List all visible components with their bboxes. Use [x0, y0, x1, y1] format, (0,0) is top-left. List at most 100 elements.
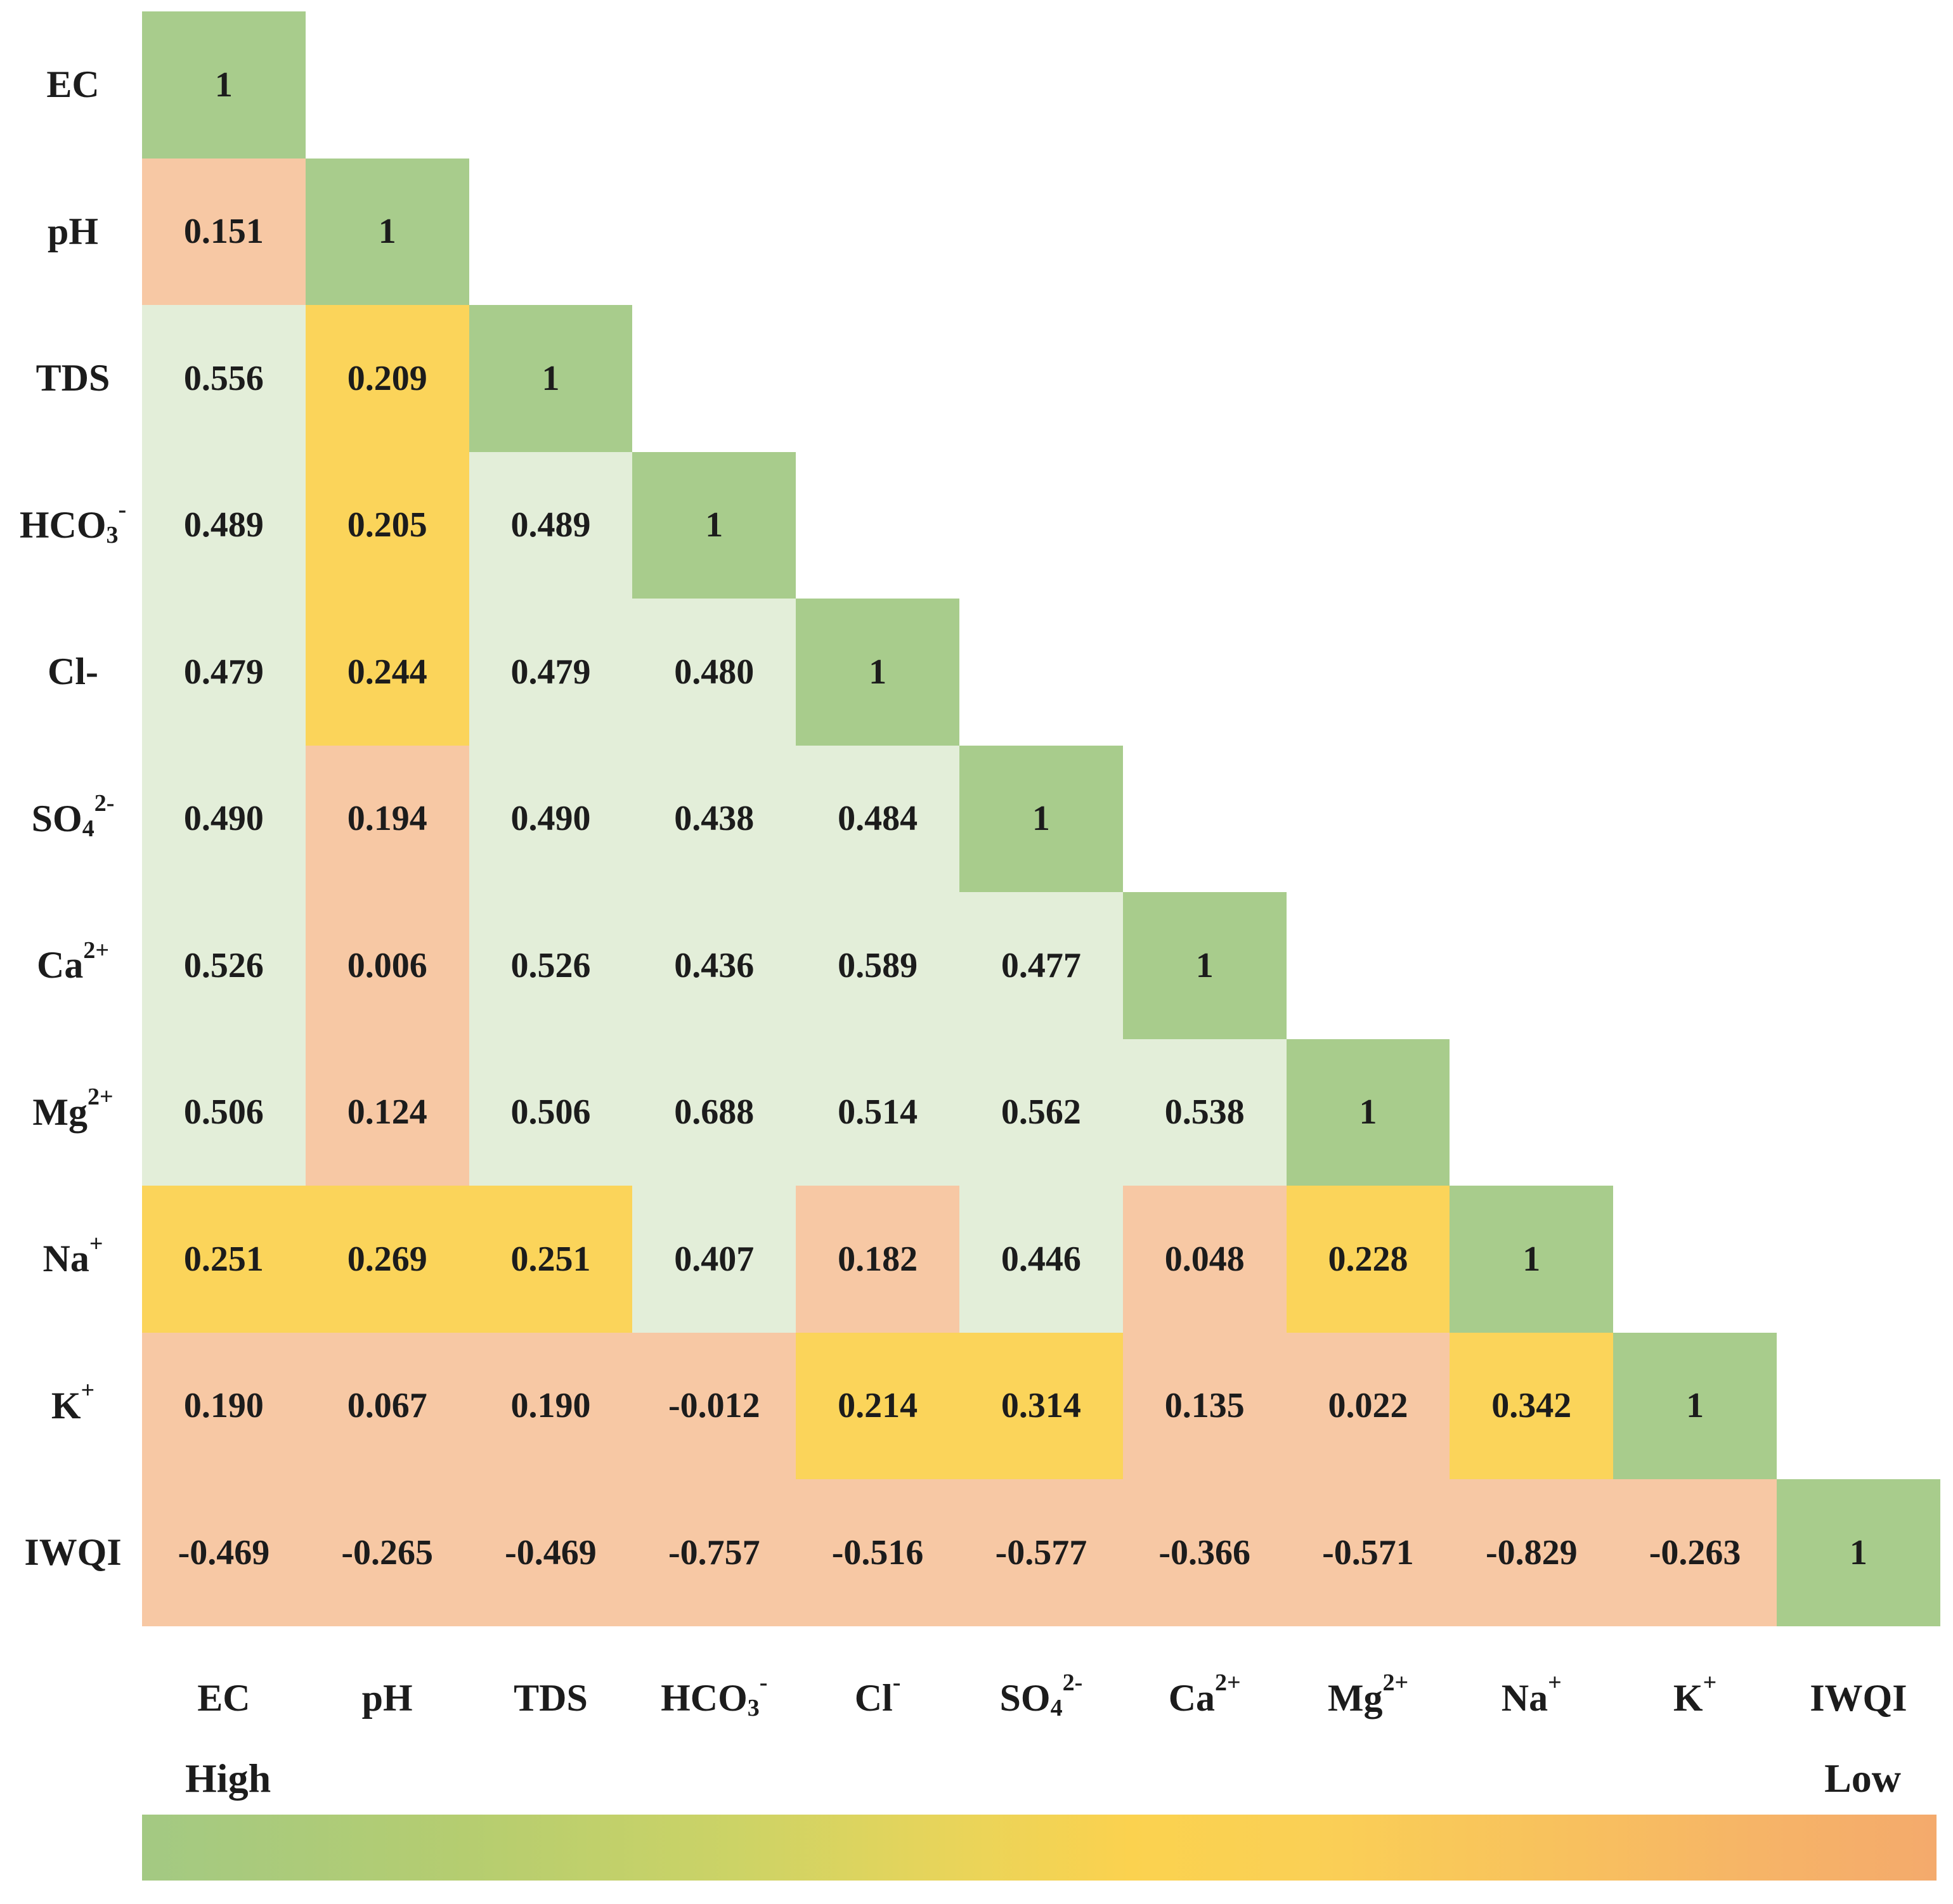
label-superscript: 2- [1062, 1669, 1083, 1696]
cell-IWQI-SO4: -0.577 [959, 1479, 1123, 1626]
cell-IWQI-IWQI: 1 [1777, 1479, 1940, 1626]
cell-K-Cl: 0.214 [796, 1332, 959, 1479]
x-axis-label-IWQI: IWQI [1810, 1676, 1907, 1719]
cell-HCO3-pH: 0.205 [305, 451, 469, 599]
row-label-Na: Na + [42, 1230, 103, 1280]
cell-Na-Na: 1 [1450, 1186, 1614, 1333]
label-superscript: + [81, 1377, 95, 1404]
color-gradient-bar [142, 1815, 1937, 1881]
cell-IWQI-Ca: -0.366 [1122, 1479, 1287, 1626]
label-superscript: 2+ [83, 936, 109, 964]
cell-IWQI-HCO3: -0.757 [632, 1479, 796, 1626]
cell-TDS-EC: 0.556 [142, 305, 306, 452]
cell-Ca-EC: 0.526 [142, 892, 306, 1039]
row-label-IWQI: IWQI [24, 1531, 122, 1574]
row-label-K: K + [51, 1377, 95, 1427]
cell-Cl-TDS: 0.479 [469, 599, 633, 746]
cell-Na-SO4: 0.446 [959, 1186, 1123, 1333]
cell-IWQI-Mg: -0.571 [1286, 1479, 1450, 1626]
cell-Cl-Cl: 1 [796, 599, 959, 746]
cell-pH-pH: 1 [305, 158, 469, 305]
cell-SO4-HCO3: 0.438 [632, 745, 796, 892]
label-superscript: + [1703, 1669, 1717, 1696]
row-label-HCO3: HCO 3- [19, 496, 127, 549]
cell-Mg-EC: 0.506 [142, 1039, 306, 1186]
label-subscript: 4 [82, 815, 94, 843]
label-subscript: 3 [747, 1695, 760, 1721]
cell-Na-Mg: 0.228 [1286, 1186, 1450, 1333]
cell-Mg-HCO3: 0.688 [632, 1039, 796, 1186]
cell-SO4-TDS: 0.490 [469, 745, 633, 892]
cell-IWQI-pH: -0.265 [305, 1479, 469, 1626]
x-axis-label-Ca: Ca 2+ [1168, 1669, 1241, 1719]
cell-Mg-Ca: 0.538 [1122, 1039, 1287, 1186]
cell-HCO3-HCO3: 1 [632, 451, 796, 599]
cell-Ca-SO4: 0.477 [959, 892, 1123, 1039]
cell-K-HCO3: -0.012 [632, 1332, 796, 1479]
cell-Ca-Cl: 0.589 [796, 892, 959, 1039]
label-superscript: 2- [94, 790, 115, 817]
cell-K-TDS: 0.190 [469, 1332, 633, 1479]
cell-IWQI-Na: -0.829 [1450, 1479, 1614, 1626]
cell-Ca-Ca: 1 [1122, 892, 1287, 1039]
cell-SO4-pH: 0.194 [305, 745, 469, 892]
cell-EC-EC: 1 [142, 11, 306, 159]
cell-K-Na: 0.342 [1450, 1332, 1614, 1479]
row-label-Mg: Mg 2+ [32, 1084, 114, 1133]
row-label-TDS: TDS [36, 357, 110, 399]
cell-Na-Cl: 0.182 [796, 1186, 959, 1333]
cell-K-K: 1 [1613, 1332, 1777, 1479]
cell-SO4-EC: 0.490 [142, 745, 306, 892]
cell-K-EC: 0.190 [142, 1332, 306, 1479]
cell-TDS-TDS: 1 [469, 305, 633, 452]
label-subscript: 4 [1050, 1695, 1063, 1721]
cell-IWQI-TDS: -0.469 [469, 1479, 633, 1626]
label-superscript: - [892, 1669, 901, 1696]
cell-Mg-TDS: 0.506 [469, 1039, 633, 1186]
row-label-SO4: SO 4 2- [31, 790, 115, 843]
cell-Na-Ca: 0.048 [1122, 1186, 1287, 1333]
cell-TDS-pH: 0.209 [305, 305, 469, 452]
label-superscript: + [1548, 1669, 1562, 1696]
x-axis-label-pH: pH [361, 1676, 413, 1719]
label-superscript: + [89, 1230, 103, 1257]
cell-Cl-pH: 0.244 [305, 599, 469, 746]
cell-Mg-SO4: 0.562 [959, 1039, 1123, 1186]
legend-high-label: High [185, 1756, 271, 1801]
cell-K-SO4: 0.314 [959, 1332, 1123, 1479]
cell-Mg-Cl: 0.514 [796, 1039, 959, 1186]
cell-pH-EC: 0.151 [142, 158, 306, 305]
cell-Ca-TDS: 0.526 [469, 892, 633, 1039]
cell-K-Mg: 0.022 [1286, 1332, 1450, 1479]
cell-Na-EC: 0.251 [142, 1186, 306, 1333]
cell-Na-pH: 0.269 [305, 1186, 469, 1333]
x-axis-label-EC: EC [197, 1676, 250, 1719]
cell-HCO3-EC: 0.489 [142, 451, 306, 599]
cell-Ca-pH: 0.006 [305, 892, 469, 1039]
label-subscript: 3 [106, 522, 119, 549]
x-axis-label-Cl: Cl - [854, 1669, 901, 1719]
x-axis-label-TDS: TDS [514, 1676, 588, 1719]
cell-SO4-Cl: 0.484 [796, 745, 959, 892]
cell-K-Ca: 0.135 [1122, 1332, 1287, 1479]
label-superscript: 2+ [87, 1084, 114, 1111]
cell-Cl-HCO3: 0.480 [632, 599, 796, 746]
legend-low-label: Low [1824, 1756, 1901, 1801]
x-axis-label-Mg: Mg 2+ [1327, 1669, 1409, 1719]
cell-Cl-EC: 0.479 [142, 599, 306, 746]
row-label-Cl: Cl- [48, 651, 98, 693]
cell-Na-HCO3: 0.407 [632, 1186, 796, 1333]
label-superscript: - [759, 1669, 768, 1696]
row-label-pH: pH [47, 210, 99, 252]
cell-Mg-pH: 0.124 [305, 1039, 469, 1186]
x-axis-label-Na: Na + [1501, 1669, 1562, 1719]
cell-SO4-SO4: 1 [959, 745, 1123, 892]
label-superscript: 2+ [1382, 1669, 1409, 1696]
x-axis-label-HCO3: HCO 3- [661, 1669, 768, 1721]
row-label-EC: EC [46, 63, 100, 106]
cell-IWQI-K: -0.263 [1613, 1479, 1777, 1626]
cell-IWQI-EC: -0.469 [142, 1479, 306, 1626]
cell-Na-TDS: 0.251 [469, 1186, 633, 1333]
x-axis-label-K: K + [1673, 1669, 1717, 1719]
